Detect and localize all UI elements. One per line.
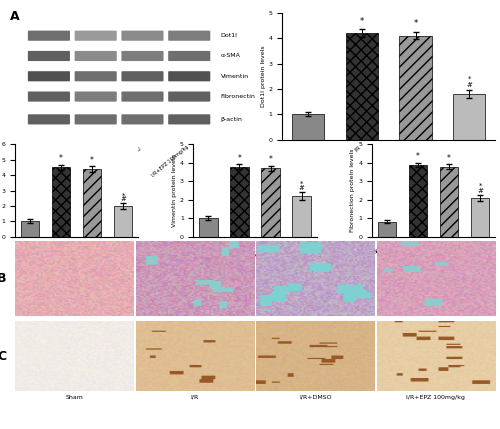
FancyBboxPatch shape bbox=[168, 30, 210, 41]
FancyBboxPatch shape bbox=[122, 71, 164, 82]
Text: *: * bbox=[90, 156, 94, 165]
FancyBboxPatch shape bbox=[28, 114, 70, 124]
Text: B: B bbox=[0, 272, 7, 285]
Text: #: # bbox=[466, 82, 472, 88]
Y-axis label: Vimentin protein levels: Vimentin protein levels bbox=[172, 154, 177, 227]
FancyBboxPatch shape bbox=[122, 51, 164, 61]
Text: *: * bbox=[447, 154, 451, 163]
Text: I/R+DMSO: I/R+DMSO bbox=[299, 395, 332, 400]
Bar bbox=[346, 33, 378, 140]
Bar bbox=[114, 206, 132, 237]
Text: α-SMA: α-SMA bbox=[221, 54, 240, 58]
Text: *: * bbox=[478, 183, 482, 189]
Text: *: * bbox=[416, 152, 420, 161]
FancyBboxPatch shape bbox=[122, 114, 164, 124]
Text: C: C bbox=[0, 350, 6, 363]
Bar bbox=[261, 169, 280, 237]
Text: I/R: I/R bbox=[190, 395, 199, 400]
FancyBboxPatch shape bbox=[28, 51, 70, 61]
FancyBboxPatch shape bbox=[122, 30, 164, 41]
FancyBboxPatch shape bbox=[74, 114, 116, 124]
Text: *: * bbox=[59, 154, 63, 163]
Text: Vimentin: Vimentin bbox=[221, 74, 249, 79]
Text: I/R: I/R bbox=[88, 145, 96, 153]
Bar bbox=[52, 167, 70, 237]
Bar bbox=[20, 221, 39, 237]
Text: #: # bbox=[120, 196, 126, 202]
Bar bbox=[453, 94, 486, 140]
FancyBboxPatch shape bbox=[168, 71, 210, 82]
Text: β-actin: β-actin bbox=[221, 117, 242, 122]
Text: *: * bbox=[268, 155, 272, 164]
Bar bbox=[230, 166, 249, 237]
FancyBboxPatch shape bbox=[168, 51, 210, 61]
Bar bbox=[400, 36, 432, 140]
FancyBboxPatch shape bbox=[74, 30, 116, 41]
Bar bbox=[83, 169, 102, 237]
FancyBboxPatch shape bbox=[74, 91, 116, 102]
Text: *: * bbox=[238, 154, 242, 163]
FancyBboxPatch shape bbox=[28, 71, 70, 82]
Text: *: * bbox=[300, 181, 304, 187]
Text: Dot1l: Dot1l bbox=[221, 33, 238, 38]
Text: Sham: Sham bbox=[35, 145, 49, 157]
FancyBboxPatch shape bbox=[28, 30, 70, 41]
Bar bbox=[440, 166, 458, 237]
Text: I/R+DMSO: I/R+DMSO bbox=[120, 145, 142, 165]
Text: *: * bbox=[360, 17, 364, 26]
Bar bbox=[378, 222, 396, 237]
Bar bbox=[292, 114, 324, 140]
Bar bbox=[199, 218, 218, 237]
FancyBboxPatch shape bbox=[28, 91, 70, 102]
Y-axis label: Dot1l protein levels: Dot1l protein levels bbox=[261, 45, 266, 107]
Text: *: * bbox=[122, 193, 125, 199]
Y-axis label: Fibronection protein levels: Fibronection protein levels bbox=[350, 149, 356, 232]
FancyBboxPatch shape bbox=[168, 114, 210, 124]
Text: #: # bbox=[477, 187, 483, 193]
Text: #: # bbox=[298, 185, 304, 191]
FancyBboxPatch shape bbox=[74, 51, 116, 61]
Bar bbox=[292, 196, 311, 237]
FancyBboxPatch shape bbox=[74, 71, 116, 82]
Bar bbox=[471, 198, 490, 237]
Text: *: * bbox=[468, 76, 471, 82]
Text: I/R+EPZ 100mg/kg: I/R+EPZ 100mg/kg bbox=[150, 145, 189, 178]
FancyBboxPatch shape bbox=[168, 91, 210, 102]
Text: I/R+EPZ 100mg/kg: I/R+EPZ 100mg/kg bbox=[406, 395, 466, 400]
Bar bbox=[408, 165, 427, 237]
Text: *: * bbox=[414, 19, 418, 28]
Text: Fibronectin: Fibronectin bbox=[221, 94, 256, 99]
Text: Sham: Sham bbox=[65, 395, 83, 400]
FancyBboxPatch shape bbox=[122, 91, 164, 102]
Text: A: A bbox=[10, 10, 20, 23]
